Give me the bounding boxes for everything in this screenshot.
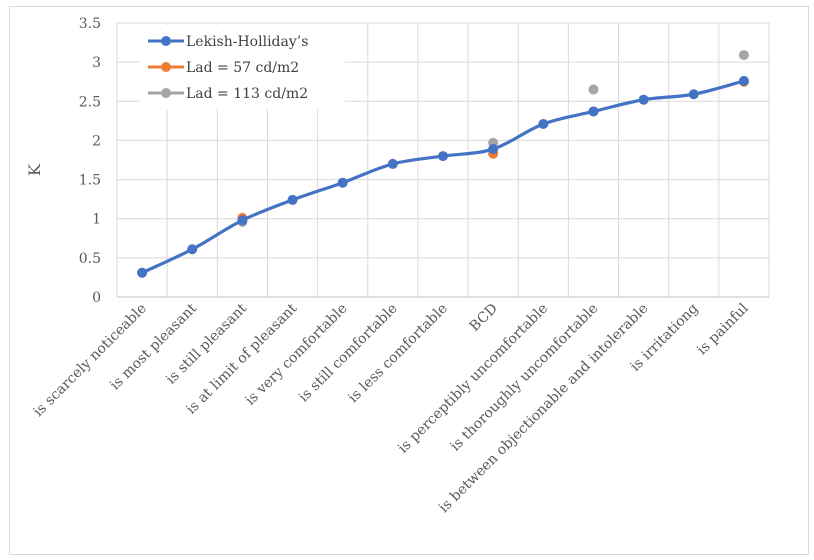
x-tick-label: is less comfortable — [345, 301, 451, 407]
x-tick-label: BCD — [467, 301, 501, 335]
data-point — [438, 151, 448, 162]
series-line — [140, 79, 746, 275]
y-tick-label: 1 — [92, 212, 101, 228]
legend-item: Lad = 57 cd/m2 — [148, 60, 299, 76]
legend-marker — [161, 36, 171, 46]
series-0 — [137, 75, 749, 278]
x-tick-label: is painful — [694, 300, 752, 358]
data-point — [688, 89, 699, 100]
y-tick-label: 0 — [92, 290, 101, 306]
data-point — [538, 118, 549, 129]
x-tick-label: is between objectionable and intolerable — [436, 301, 652, 517]
y-tick-label: 1.5 — [79, 173, 101, 189]
data-point — [287, 194, 298, 205]
x-tick-label: is still comfortable — [296, 301, 401, 406]
y-tick-label: 2 — [92, 133, 101, 149]
data-point — [237, 215, 248, 226]
legend: Lekish-Holliday’s Lad = 57 cd/m2 Lad = 113… — [139, 25, 345, 109]
data-point — [387, 158, 398, 169]
data-point — [488, 144, 499, 155]
y-tick-label: 3.5 — [79, 16, 101, 32]
data-point — [738, 50, 749, 61]
y-axis-ticks: 0 0.5 1 1.5 2 2.5 3 3.5 — [79, 16, 101, 306]
y-tick-label: 0.5 — [79, 251, 101, 267]
legend-label: Lad = 113 cd/m2 — [186, 86, 308, 102]
series — [137, 50, 749, 278]
legend-marker — [161, 88, 171, 98]
data-point — [187, 244, 198, 255]
x-tick-label: is most pleasant — [107, 300, 200, 393]
y-axis-title: K — [25, 163, 44, 176]
data-point — [638, 94, 649, 105]
legend-marker — [161, 62, 171, 72]
y-tick-label: 2.5 — [79, 94, 101, 110]
legend-label: Lad = 57 cd/m2 — [186, 60, 299, 76]
data-point — [738, 75, 749, 86]
data-point — [337, 177, 348, 188]
data-point — [137, 267, 148, 278]
legend-label: Lekish-Holliday’s — [186, 34, 308, 50]
data-point — [588, 106, 599, 117]
data-point — [588, 84, 599, 95]
legend-item: Lekish-Holliday’s — [148, 34, 308, 50]
legend-item: Lad = 113 cd/m2 — [148, 86, 308, 102]
y-tick-label: 3 — [92, 55, 101, 71]
